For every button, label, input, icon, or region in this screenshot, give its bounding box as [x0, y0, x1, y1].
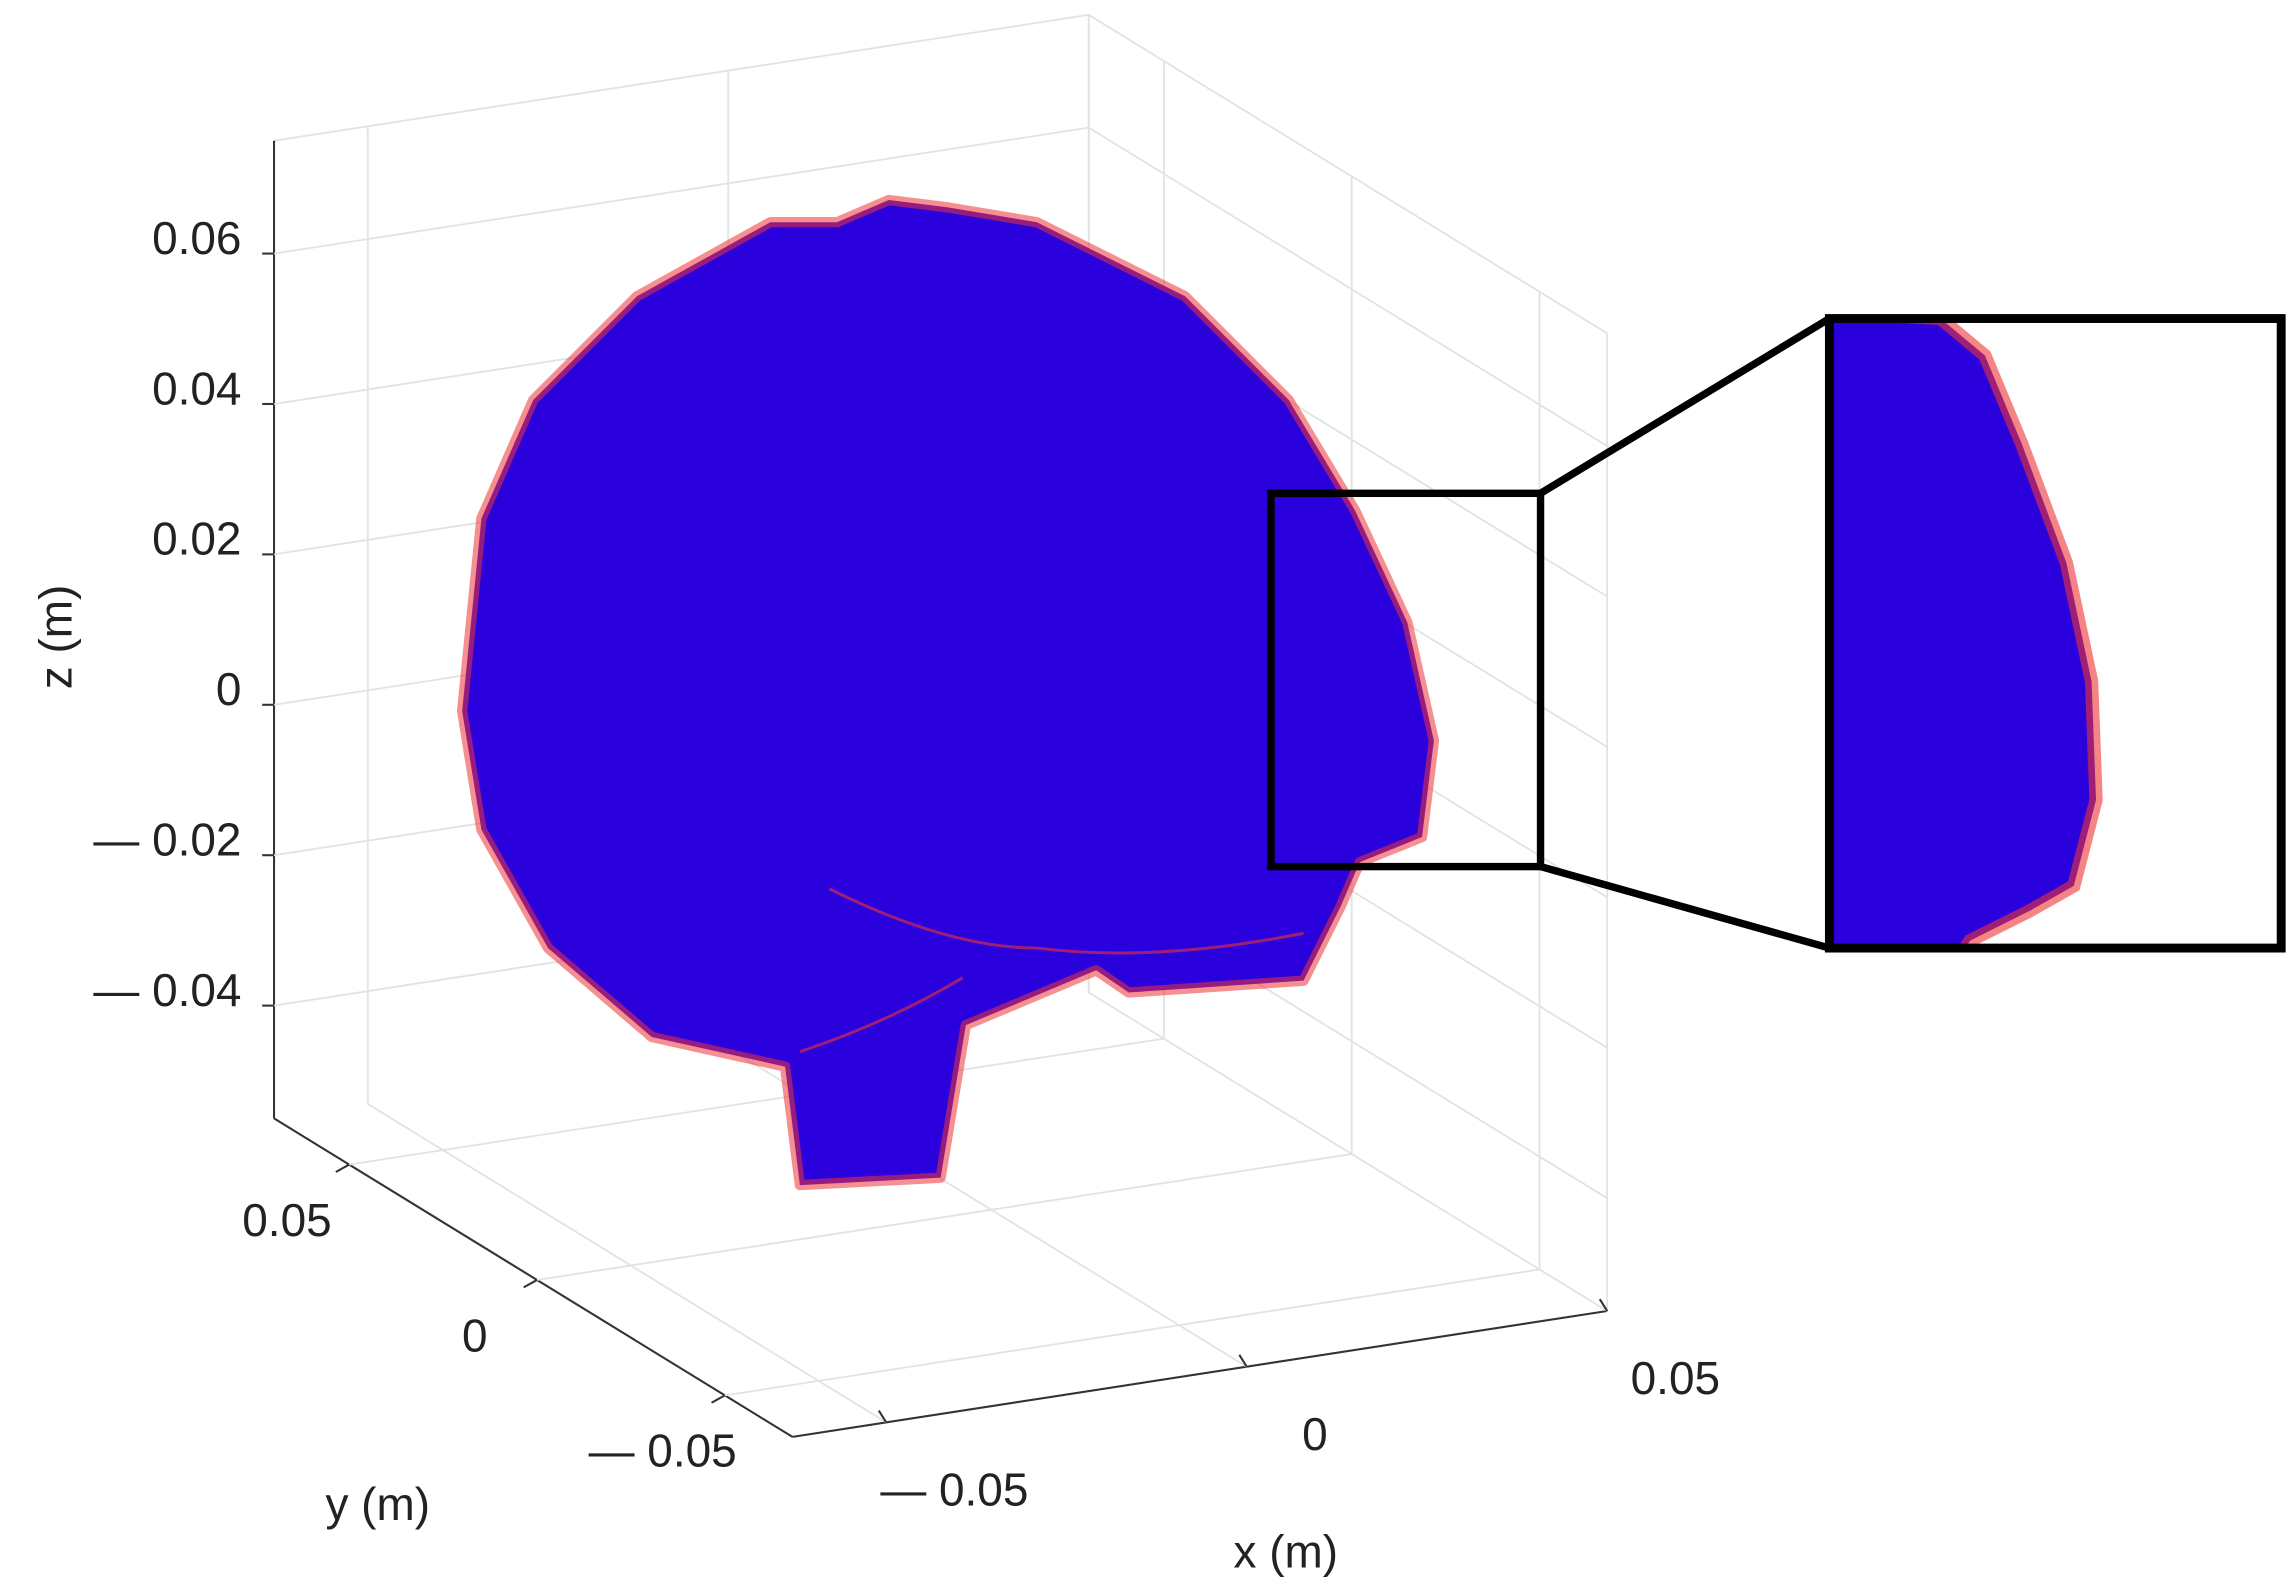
y-axis-label: y (m): [325, 1478, 430, 1530]
brain-surface: [456, 194, 1440, 1191]
z-tick-label: — 0.02: [93, 813, 241, 865]
x-tick-label: 0.05: [1631, 1352, 1720, 1404]
surface: [456, 194, 1440, 1191]
z-tick-label: — 0.04: [93, 964, 241, 1016]
tick-mark: [1598, 1298, 1609, 1312]
zoom-connector: [1539, 863, 1831, 952]
z-tick-label: 0: [216, 663, 242, 715]
tick-mark: [711, 1394, 726, 1404]
zoom-inset: [1267, 314, 2286, 953]
z-tick-label: 0.04: [152, 362, 241, 414]
tick-mark: [1238, 1354, 1248, 1368]
tick-mark: [877, 1410, 888, 1423]
grid-line: [366, 126, 887, 1424]
tick-mark: [523, 1279, 538, 1289]
y-tick-label: 0: [462, 1309, 488, 1361]
z-axis-label: z (m): [29, 585, 81, 690]
y-tick-label: — 0.05: [589, 1425, 737, 1477]
z-tick-label: 0.06: [152, 212, 241, 264]
x-axis: [792, 1309, 1608, 1438]
x-tick-label: 0: [1302, 1408, 1328, 1460]
y-axis: [273, 1117, 794, 1438]
z-tick-label: 0.02: [152, 513, 241, 565]
tick-mark: [335, 1163, 350, 1173]
zoom-surface: [1829, 318, 2103, 949]
x-tick-label: — 0.05: [880, 1464, 1028, 1516]
zoom-box: [1267, 489, 1545, 871]
x-axis-label: x (m): [1233, 1526, 1338, 1578]
zoom-connector: [1538, 315, 1832, 497]
zoom-frame: [1824, 314, 2286, 953]
y-tick-label: 0.05: [242, 1194, 331, 1246]
axis-labels: z (m) y (m) x (m): [29, 585, 1338, 1578]
surface-fold: [799, 887, 1304, 1054]
